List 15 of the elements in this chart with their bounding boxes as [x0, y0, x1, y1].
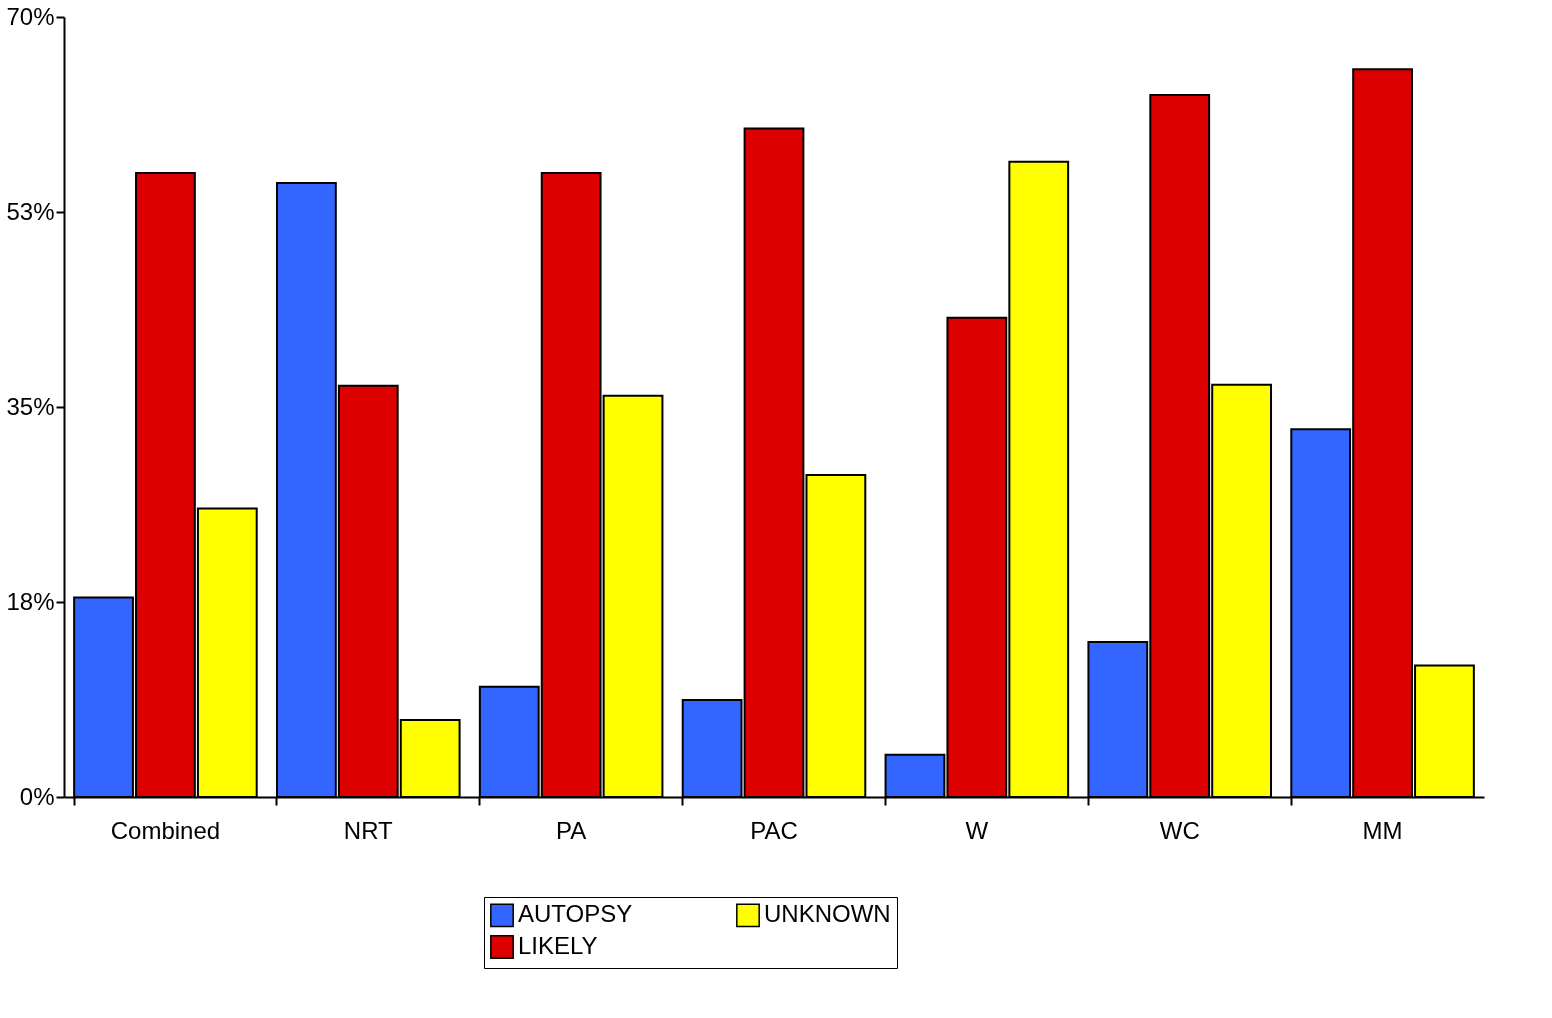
y-tick-label: 0% [19, 782, 55, 810]
legend-label: LIKELY [518, 932, 598, 959]
y-tick-label: 53% [6, 197, 55, 225]
x-tick-label: Combined [110, 816, 221, 844]
x-tick-label: PA [556, 816, 587, 844]
x-tick-label: PAC [750, 816, 798, 844]
x-tick-label: W [965, 816, 989, 844]
y-tick-label: 18% [6, 587, 55, 615]
x-tick-label: WC [1159, 816, 1200, 844]
legend-label: AUTOPSY [518, 900, 633, 928]
x-tick-label: MM [1362, 816, 1403, 844]
y-tick-label: 35% [6, 392, 55, 420]
y-tick-label: 70% [6, 2, 55, 30]
legend-label: UNKNOWN [764, 900, 891, 928]
x-tick-label: NRT [343, 816, 394, 844]
